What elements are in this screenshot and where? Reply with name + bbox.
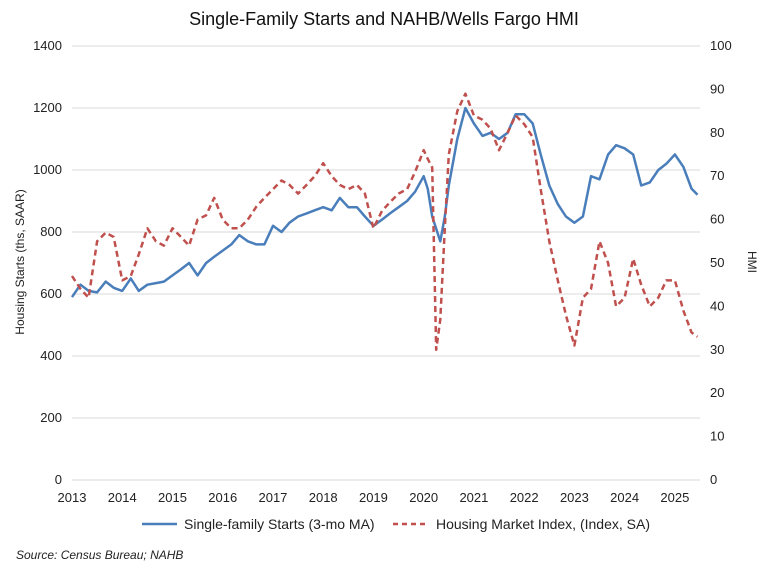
left-tick-label-600: 600 <box>40 286 62 301</box>
x-tick-label-2017: 2017 <box>258 490 287 505</box>
left-tick-label-200: 200 <box>40 410 62 425</box>
left-tick-label-400: 400 <box>40 348 62 363</box>
x-tick-label-2016: 2016 <box>208 490 237 505</box>
x-tick-label-2018: 2018 <box>309 490 338 505</box>
x-tick-label-2023: 2023 <box>560 490 589 505</box>
right-tick-label-10: 10 <box>710 429 724 444</box>
left-tick-label-1200: 1200 <box>33 100 62 115</box>
x-tick-label-2021: 2021 <box>459 490 488 505</box>
source-note: Source: Census Bureau; NAHB <box>16 548 184 562</box>
left-tick-label-1000: 1000 <box>33 162 62 177</box>
y-axis-label-left: Housing Starts (ths, SAAR) <box>13 189 27 334</box>
y-axis-label-right: HMI <box>745 251 759 273</box>
right-tick-label-90: 90 <box>710 81 724 96</box>
legend-label-hmi: Housing Market Index, (Index, SA) <box>436 516 650 532</box>
series-line-starts <box>70 106 699 298</box>
right-tick-label-50: 50 <box>710 255 724 270</box>
x-tick-label-2015: 2015 <box>158 490 187 505</box>
right-tick-label-60: 60 <box>710 212 724 227</box>
series-line-hmi <box>70 92 699 352</box>
right-tick-label-40: 40 <box>710 298 724 313</box>
gridlines <box>72 45 700 481</box>
right-tick-label-80: 80 <box>710 125 724 140</box>
x-tick-label-2022: 2022 <box>510 490 539 505</box>
left-axis-ticks: 0 200 400 600 800 1000 1200 1400 <box>33 38 62 487</box>
chart-title: Single-Family Starts and NAHB/Wells Farg… <box>189 9 579 29</box>
x-tick-label-2014: 2014 <box>108 490 137 505</box>
right-tick-label-30: 30 <box>710 342 724 357</box>
x-tick-label-2013: 2013 <box>58 490 87 505</box>
left-tick-label-0: 0 <box>55 472 62 487</box>
x-tick-label-2019: 2019 <box>359 490 388 505</box>
legend: Single-family Starts (3-mo MA) Housing M… <box>142 516 650 532</box>
x-tick-label-2024: 2024 <box>610 490 639 505</box>
right-tick-label-100: 100 <box>710 38 732 53</box>
x-axis-ticks: 2013 2014 2015 2016 2017 2018 2019 2020 2021 2022… <box>58 490 690 505</box>
right-tick-label-70: 70 <box>710 168 724 183</box>
right-tick-label-0: 0 <box>710 472 717 487</box>
x-tick-label-2020: 2020 <box>409 490 438 505</box>
left-tick-label-800: 800 <box>40 224 62 239</box>
legend-label-starts: Single-family Starts (3-mo MA) <box>184 516 375 532</box>
right-tick-label-20: 20 <box>710 385 724 400</box>
series-layer <box>70 92 699 352</box>
left-tick-label-1400: 1400 <box>33 38 62 53</box>
x-tick-label-2025: 2025 <box>660 490 689 505</box>
right-axis-ticks: 0 10 20 30 40 50 60 70 80 90 100 <box>710 38 732 487</box>
